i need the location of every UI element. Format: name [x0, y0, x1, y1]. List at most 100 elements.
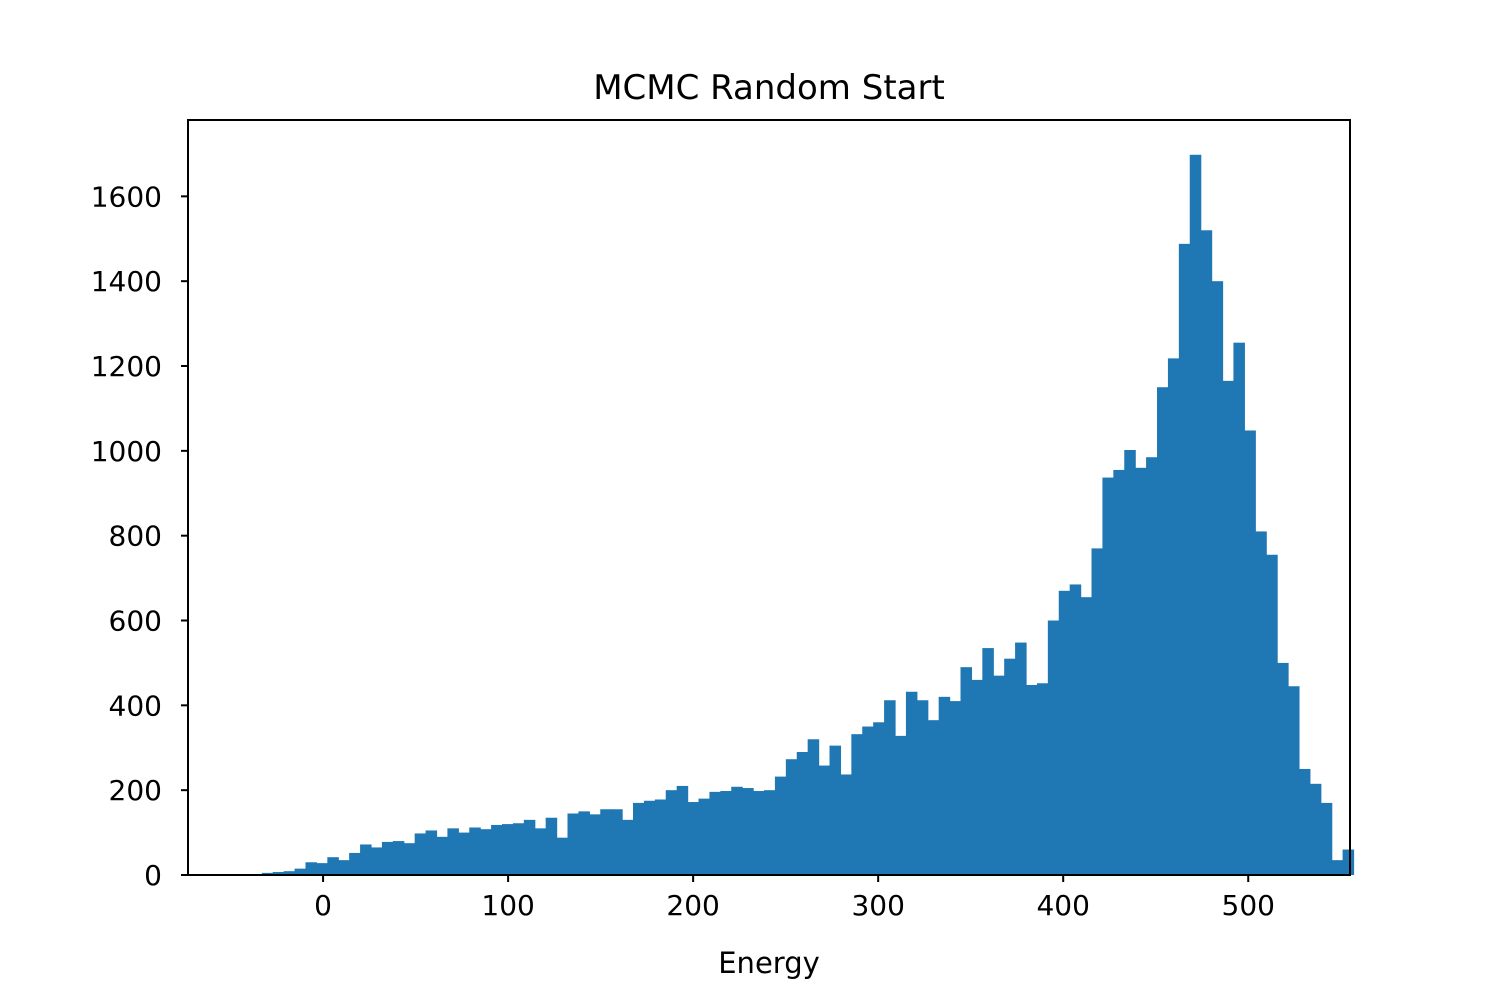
histogram-bar — [1309, 783, 1322, 875]
histogram-bar — [469, 827, 481, 875]
histogram-bar — [371, 847, 383, 875]
histogram-bar — [261, 872, 274, 875]
histogram-bar — [403, 843, 416, 875]
histogram-bar — [545, 817, 558, 875]
y-tick-label: 600 — [109, 605, 162, 638]
histogram-bar — [862, 726, 874, 875]
histogram-bar — [1233, 342, 1245, 875]
histogram-bar — [982, 648, 994, 875]
histogram-bar — [1102, 477, 1114, 875]
histogram-bar — [425, 830, 438, 875]
y-tick-label: 0 — [144, 859, 162, 892]
histogram-bar — [742, 788, 754, 875]
histogram-bar — [698, 798, 711, 875]
histogram-bar — [381, 841, 394, 875]
histogram-bar — [818, 765, 831, 875]
histogram-bar — [938, 696, 951, 875]
histogram-bar — [949, 701, 962, 875]
x-axis: 0 100 200 300 400 500 — [314, 875, 1275, 922]
histogram-bar — [316, 863, 328, 875]
histogram-bar — [774, 776, 787, 875]
y-tick-label: 1200 — [91, 350, 162, 383]
histogram-bar — [873, 722, 885, 875]
histogram-bar — [753, 791, 765, 875]
histogram-bar — [1091, 548, 1104, 875]
y-tick-label: 200 — [109, 774, 162, 807]
histogram-bar — [392, 841, 405, 875]
histogram-bar — [305, 862, 318, 875]
x-tick-label: 500 — [1222, 889, 1275, 922]
histogram-bar — [1124, 449, 1136, 875]
histogram-bar — [796, 751, 809, 875]
histogram-bar — [807, 739, 820, 875]
bars-group — [261, 154, 1355, 876]
histogram-bar — [414, 833, 427, 875]
histogram-bar — [1298, 768, 1311, 875]
histogram-bar — [1036, 683, 1049, 875]
histogram-bar — [884, 700, 896, 875]
histogram-bar — [1058, 590, 1071, 875]
histogram-bar — [622, 819, 634, 875]
histogram-bar — [1320, 802, 1333, 875]
x-tick-label: 0 — [314, 889, 332, 922]
histogram-bar — [916, 700, 929, 875]
histogram-bar — [512, 823, 525, 875]
histogram-bar — [1266, 554, 1278, 875]
histogram-bar — [895, 735, 907, 875]
histogram-bar — [534, 828, 547, 875]
histogram-bar — [687, 802, 700, 875]
y-tick-label: 1000 — [91, 435, 162, 468]
histogram-bar — [294, 868, 307, 875]
x-axis-title: Energy — [718, 946, 820, 980]
histogram-bar — [665, 790, 678, 875]
histogram-bar — [349, 852, 361, 875]
histogram-bar — [993, 675, 1005, 875]
histogram-bar — [633, 802, 645, 875]
histogram-bar — [1047, 620, 1060, 875]
histogram-bar — [829, 745, 842, 875]
histogram-bar — [338, 860, 350, 875]
histogram-bar — [567, 813, 580, 875]
histogram-bar — [600, 809, 612, 875]
histogram-bar — [1331, 860, 1344, 875]
histogram-bar — [272, 872, 285, 875]
histogram-bar — [971, 679, 983, 875]
x-tick-label: 200 — [666, 889, 719, 922]
histogram-bar — [654, 799, 667, 875]
histogram-bar — [458, 832, 470, 875]
y-tick-label: 400 — [109, 689, 162, 722]
histogram-bar — [643, 800, 656, 875]
chart-title: MCMC Random Start — [593, 68, 945, 108]
y-axis: 0 200 400 600 800 1000 1200 1400 1600 — [91, 180, 188, 892]
histogram-bar — [1342, 849, 1355, 875]
histogram-bar — [905, 691, 918, 875]
x-tick-label: 400 — [1036, 889, 1089, 922]
histogram-bar — [785, 759, 798, 875]
histogram-bar — [840, 774, 852, 875]
histogram-bar — [436, 836, 449, 875]
histogram-bar — [1244, 430, 1256, 875]
histogram-bar — [1157, 387, 1169, 875]
histogram-bar — [709, 791, 721, 875]
histogram-bar — [480, 829, 492, 875]
histogram-bar — [720, 791, 732, 875]
histogram-bar — [960, 667, 973, 875]
histogram-bar — [283, 871, 296, 875]
histogram-bar — [1113, 469, 1125, 875]
histogram-bar — [731, 786, 743, 875]
histogram-bar — [851, 734, 863, 875]
histogram-bar — [1167, 358, 1180, 875]
histogram-bar — [1135, 467, 1147, 875]
x-tick-label: 300 — [851, 889, 904, 922]
histogram-bar — [1255, 531, 1267, 875]
histogram-bar — [491, 824, 503, 875]
histogram-bar — [927, 720, 940, 875]
histogram-bar — [360, 844, 372, 875]
y-tick-label: 1600 — [91, 180, 162, 213]
histogram-bar — [1080, 597, 1093, 875]
histogram-bar — [764, 790, 776, 875]
y-tick-label: 1400 — [91, 265, 162, 298]
histogram-bar — [556, 837, 569, 875]
